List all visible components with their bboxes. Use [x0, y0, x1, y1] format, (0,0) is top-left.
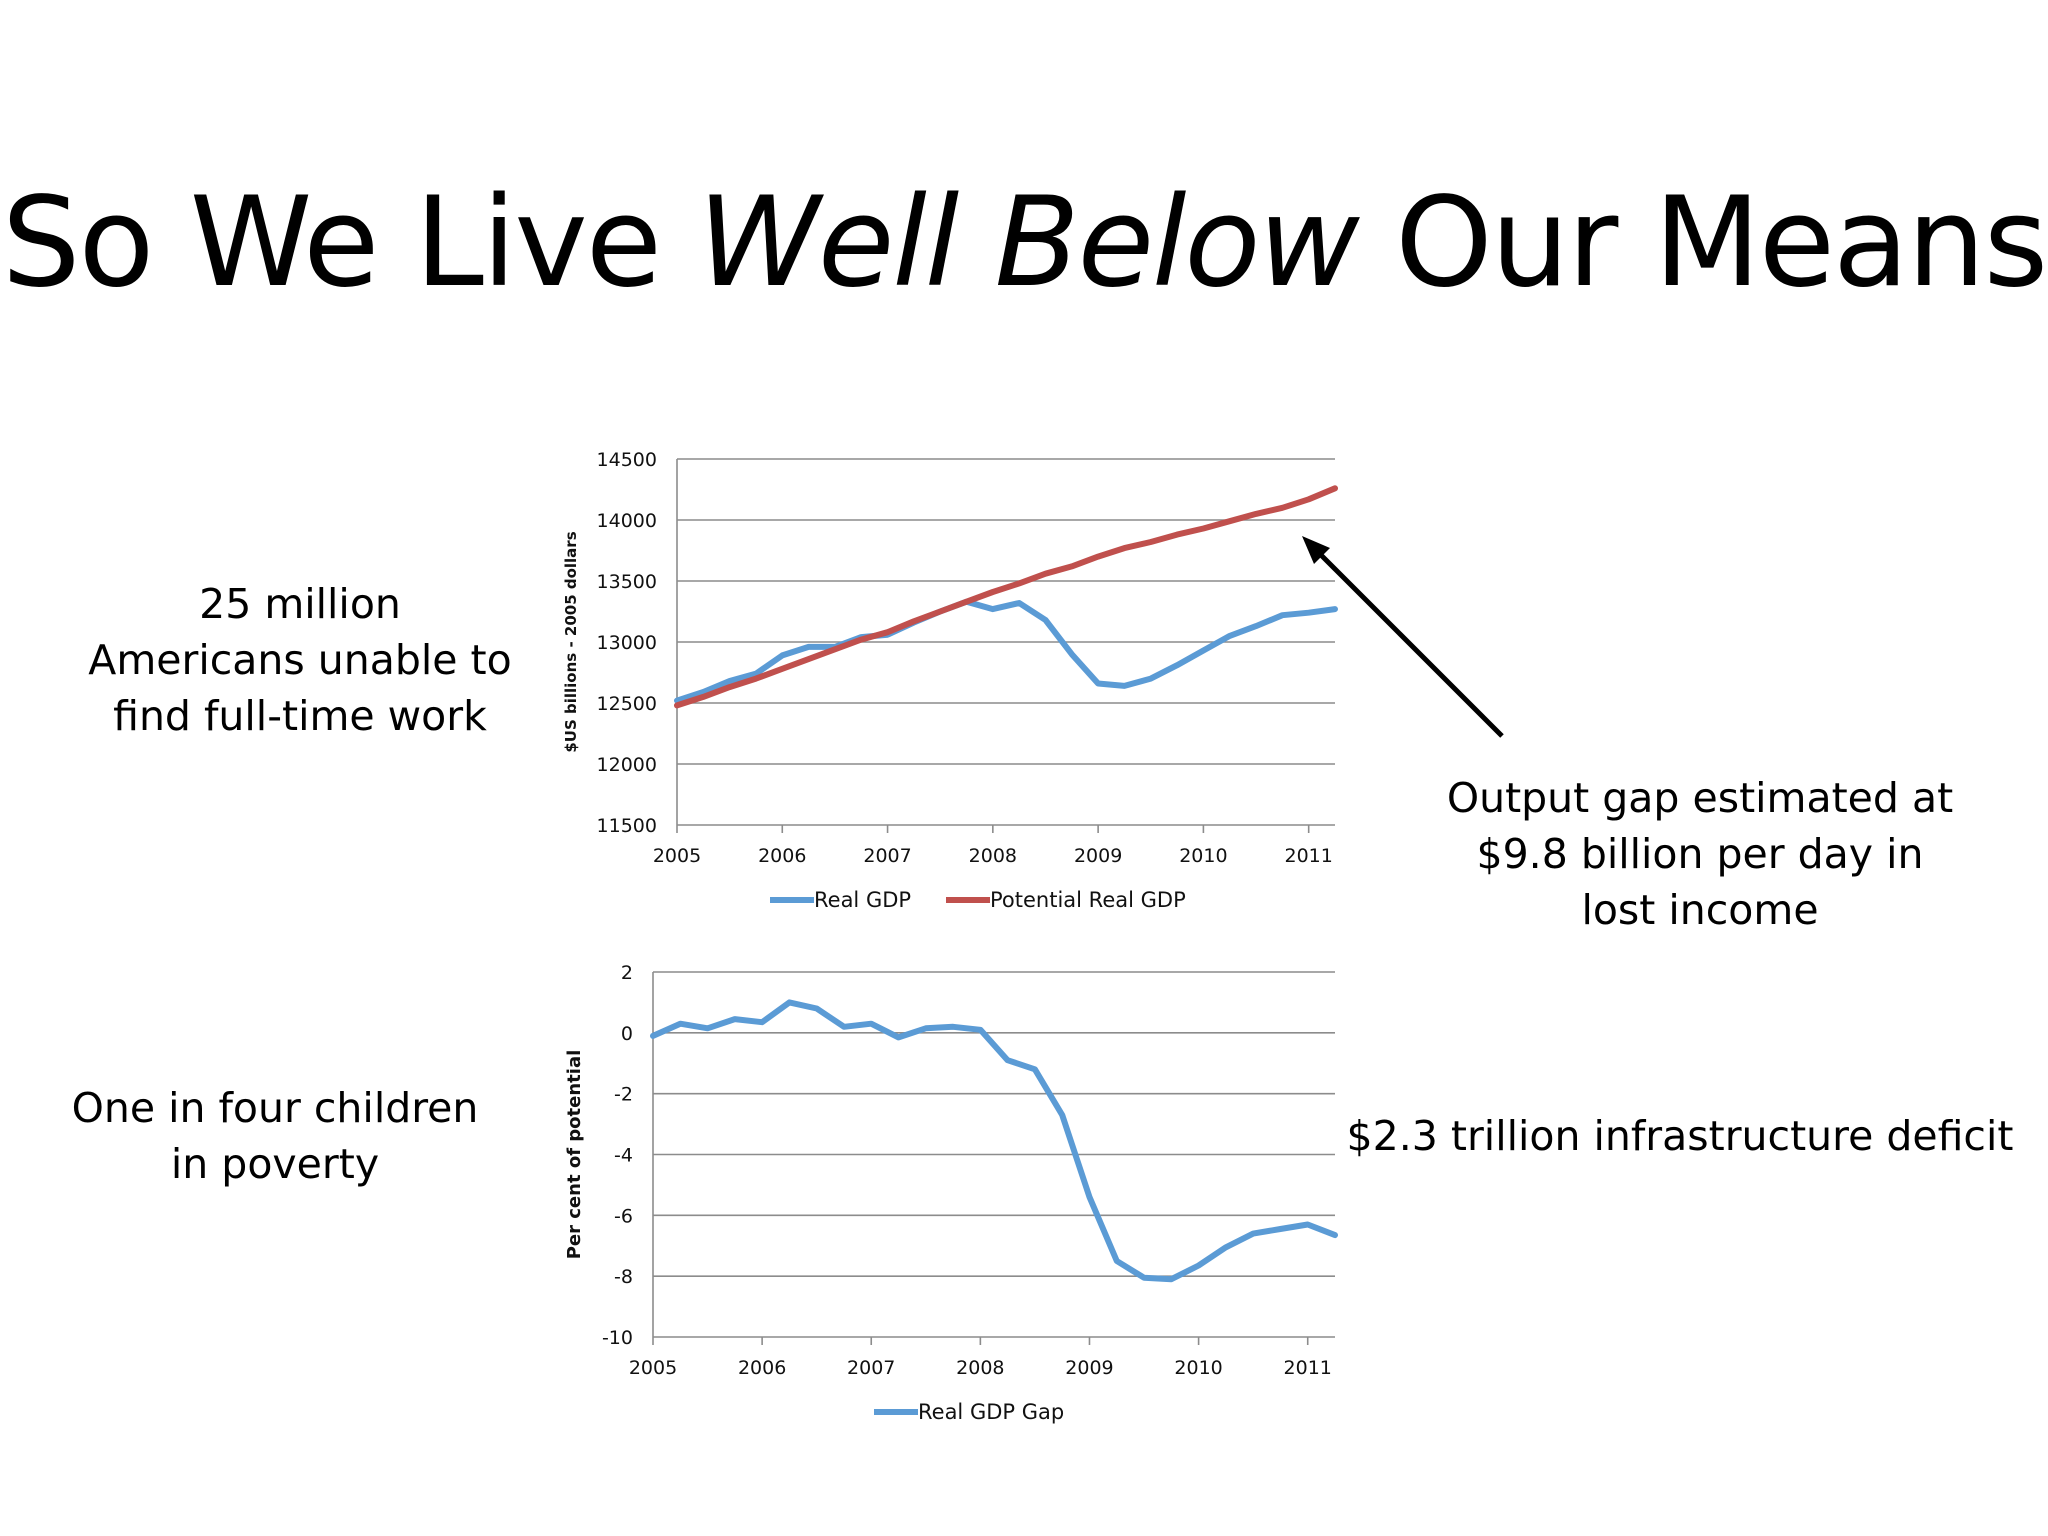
note-unemployment: 25 million Americans unable to find full…	[60, 576, 540, 744]
top-chart-ytick-label: 14500	[597, 449, 657, 471]
bottom-chart-ytick-label: -10	[602, 1327, 633, 1349]
top-chart-ytick-label: 12000	[597, 754, 657, 776]
note-output-gap-line-3: lost income	[1581, 886, 1819, 934]
top-chart-legend-label: Potential Real GDP	[990, 888, 1186, 912]
bottom-chart-ytick-label: -6	[614, 1205, 633, 1227]
top-chart-ytick-label: 11500	[597, 815, 657, 837]
top-chart-xtick-label: 2010	[1179, 845, 1227, 867]
top-chart-ytick-label: 14000	[597, 510, 657, 532]
note-unemployment-line-1: 25 million	[199, 580, 401, 628]
top-chart-ytick-label: 13000	[597, 632, 657, 654]
note-child-poverty-line-2: in poverty	[170, 1140, 380, 1188]
bottom-chart-series-line-real-gdp-gap	[650, 999, 1338, 1283]
note-child-poverty-line-1: One in four children	[71, 1084, 479, 1132]
note-output-gap-line-2: $9.8 billion per day in	[1476, 830, 1924, 878]
annotation-arrow-head	[1302, 536, 1330, 564]
slide-title: So We Live Well Below Our Means	[0, 168, 2048, 318]
top-chart-xtick-label: 2005	[653, 845, 701, 867]
bottom-chart-xtick-label: 2005	[629, 1357, 677, 1379]
bottom-chart-xtick-label: 2006	[738, 1357, 786, 1379]
note-child-poverty: One in four children in poverty	[55, 1080, 495, 1192]
bottom-chart-xtick-label: 2011	[1284, 1357, 1332, 1379]
top-chart-ytick-label: 12500	[597, 693, 657, 715]
top-chart-xtick-label: 2007	[863, 845, 911, 867]
annotation-arrow-shaft	[1310, 544, 1504, 738]
top-chart-xtick-label: 2011	[1285, 845, 1333, 867]
bottom-chart-xtick-label: 2008	[956, 1357, 1004, 1379]
note-output-gap: Output gap estimated at $9.8 billion per…	[1430, 770, 1970, 938]
bottom-chart-xtick-label: 2009	[1065, 1357, 1113, 1379]
title-part-1: So We Live	[1, 171, 698, 316]
top-chart-xtick-label: 2008	[969, 845, 1017, 867]
bottom-chart-ytick-label: 2	[621, 962, 633, 984]
note-infrastructure-deficit: $2.3 trillion infrastructure deficit	[1346, 1112, 2014, 1160]
bottom-chart-y-axis-title: Per cent of potential	[564, 1050, 585, 1260]
bottom-chart-ytick-label: -8	[614, 1266, 633, 1288]
top-chart-series-line-real-gdp	[674, 598, 1338, 704]
note-output-gap-line-1: Output gap estimated at	[1446, 774, 1954, 822]
note-unemployment-line-2: Americans unable to	[88, 636, 512, 684]
bottom-chart-xtick-label: 2010	[1174, 1357, 1222, 1379]
bottom-chart-legend-label: Real GDP Gap	[918, 1400, 1064, 1424]
bottom-chart-ytick-label: -2	[614, 1084, 633, 1106]
top-chart-ytick-label: 13500	[597, 571, 657, 593]
top-chart-xtick-label: 2009	[1074, 845, 1122, 867]
top-chart-xtick-label: 2006	[758, 845, 806, 867]
title-part-2-italic: Well Below	[697, 171, 1359, 316]
title-part-3: Our Means	[1357, 171, 2048, 316]
note-unemployment-line-3: find full-time work	[113, 692, 487, 740]
bottom-chart-ytick-label: 0	[621, 1023, 633, 1045]
top-chart-y-axis-title: $US billions - 2005 dollars	[562, 531, 580, 752]
top-chart-series-line-potential-real-gdp	[674, 485, 1338, 709]
bottom-chart-ytick-label: -4	[614, 1145, 633, 1167]
top-chart-legend-label: Real GDP	[814, 888, 911, 912]
bottom-chart-xtick-label: 2007	[847, 1357, 895, 1379]
